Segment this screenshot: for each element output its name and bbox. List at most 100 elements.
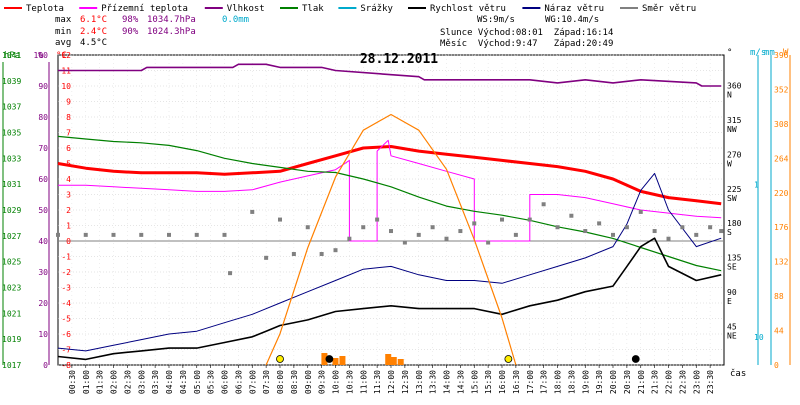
tick-label-w: 88 [774,292,784,301]
x-tick-label: 15:30 [484,370,493,394]
wind-direction-point [416,232,421,237]
wind-direction-point [486,240,491,245]
legend-label: Směr větru [642,4,696,14]
tick-label-pct: 90 [38,82,48,91]
x-tick-label: 19:00 [581,370,590,394]
tick-label-hpa: 1037 [2,103,21,112]
tick-label-temp: 8 [66,113,71,122]
tick-label-hpa: 1039 [2,77,21,86]
tick-label-hpa: 1019 [2,335,21,344]
x-tick-label: 10:00 [332,370,341,394]
tick-label-temp: 6 [66,144,71,153]
tick-label-pct: 20 [38,299,48,308]
x-tick-label: 03:30 [151,370,160,394]
stat-press-min: 1024.3hPa [147,27,196,37]
tick-label-deg: 360 [727,81,742,90]
tick-label-w: 176 [774,223,789,232]
x-tick-label: 03:00 [137,370,146,394]
x-tick-label: 14:30 [456,370,465,394]
stat-hum-min: 90% [122,27,139,37]
wind-direction-point [319,252,324,257]
wind-direction-point [389,229,393,234]
stat-hum-max: 98% [122,15,139,25]
chart-marks [56,63,724,366]
x-tick-label: 21:30 [651,370,660,394]
x-tick-label: 14:00 [443,370,452,394]
unit-mm: mm [764,48,775,58]
tick-label-temp: 1 [66,222,71,231]
wind-direction-point [228,271,233,276]
x-tick-label: 13:00 [415,370,424,394]
tick-label-pct: 60 [38,175,48,184]
wind-direction-point [56,232,60,237]
x-tick-label: 16:30 [512,370,521,394]
tick-label-dir: NW [727,125,737,134]
wind-direction-point [624,225,629,230]
tick-label-dir: N [727,90,732,99]
tick-label-w: 220 [774,189,789,198]
x-tick-label: 21:00 [637,370,646,394]
unit-pct: % [38,51,44,61]
axes: 1211109876543210-1-2-3-4-5-6-7-810090807… [2,51,791,394]
tick-label-dir: SE [727,263,737,272]
x-tick-label: 11:30 [373,370,382,394]
rain-bar [332,358,339,365]
tick-label-pct: 50 [38,206,48,215]
series-line-náraz-větru [57,172,722,352]
unit-labels: hPa % °C ° m/s mm W čas [4,48,789,379]
x-tick-label: 20:00 [609,370,618,394]
unit-hpa: hPa [4,51,20,61]
x-tick-label: 01:00 [82,370,91,394]
unit-deg: ° [727,48,732,58]
wind-direction-point [611,232,615,237]
stat-min-label: min [55,27,71,37]
info-moon: Měsíc Východ:9:47 Západ:20:49 [440,39,613,49]
wind-direction-point [583,229,588,234]
sun-moon-marker [504,355,513,363]
wind-direction-point [719,229,724,234]
x-tick-label: 04:30 [179,370,188,394]
stat-temp-max: 6.1°C [80,15,107,25]
unit-wm2: W [783,48,789,58]
legend-label: Tlak [302,4,324,14]
tick-label-temp: -1 [61,253,71,262]
wind-direction-point [694,232,699,237]
wind-direction-point [513,232,518,237]
x-tick-label: 08:30 [290,370,299,394]
x-tick-label: 11:00 [359,370,368,394]
wind-direction-point [291,252,296,257]
x-tick-label: 05:00 [193,370,202,394]
tick-label-hpa: 1025 [2,258,21,267]
x-tick-label: 08:00 [276,370,285,394]
wind-direction-point [472,221,477,226]
wind-direction-point [430,225,435,230]
tick-label-dir: NE [727,332,737,341]
wind-direction-point [264,255,269,260]
tick-label-temp: 4 [66,175,71,184]
tick-label-deg: 270 [727,150,742,159]
tick-label-temp: 2 [66,206,71,215]
stat-rain: 0.0mm [222,15,249,25]
tick-label-deg: 45 [727,323,737,332]
x-tick-label: 09:00 [304,370,313,394]
tick-label-w: 0 [774,361,779,370]
info-wg: WG:10.4m/s [545,15,599,25]
series-line-přízemní-teplota [58,139,722,242]
x-tick-label: 16:00 [498,370,507,394]
tick-label-w: 264 [774,154,789,163]
wind-direction-point [167,232,171,237]
x-tick-label: 12:30 [401,370,410,394]
wind-direction-point [555,225,560,230]
tick-label-deg: 90 [727,288,737,297]
info-sun: Slunce Východ:08:01 Západ:16:14 [440,28,613,38]
series-line-sluneční-záření [265,113,517,366]
chart-title: 28.12.2011 [360,52,438,67]
tick-label-w: 308 [774,120,789,129]
legend: Teplota Přízemní teplota Vlhkost Tlak Srážky… [4,4,696,14]
x-tick-label: 02:30 [123,370,132,394]
legend-label: Vlhkost [227,4,265,14]
tick-label-temp: 0 [66,237,71,246]
rain-bar [321,353,328,365]
tick-label-pct: 10 [38,330,48,339]
wind-direction-point [222,232,227,237]
